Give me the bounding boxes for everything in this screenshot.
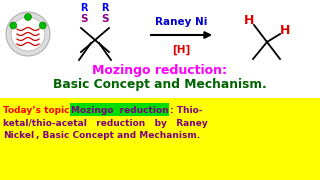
Text: Mozingo  reduction: Mozingo reduction: [71, 105, 168, 114]
Text: Nickel: Nickel: [3, 132, 34, 141]
Circle shape: [25, 14, 31, 21]
Text: S: S: [101, 14, 109, 24]
Circle shape: [11, 17, 45, 51]
Circle shape: [6, 12, 50, 56]
Text: Basic Concept and Mechanism.: Basic Concept and Mechanism.: [53, 78, 267, 91]
Circle shape: [39, 22, 46, 29]
Text: Today’s topic:: Today’s topic:: [3, 105, 79, 114]
Text: H: H: [244, 14, 254, 26]
Text: : Thio-: : Thio-: [170, 105, 203, 114]
Bar: [70, 103, 169, 116]
Text: Mozingo reduction:: Mozingo reduction:: [92, 64, 228, 76]
Text: R: R: [80, 3, 88, 13]
Bar: [0, 98, 320, 180]
Text: [H]: [H]: [172, 45, 191, 55]
Text: R: R: [101, 3, 109, 13]
Text: , Basic Concept and Mechanism.: , Basic Concept and Mechanism.: [36, 132, 200, 141]
Text: ketal/thio-acetal   reduction   by   Raney: ketal/thio-acetal reduction by Raney: [3, 118, 208, 127]
Circle shape: [10, 22, 17, 29]
Text: H: H: [280, 24, 290, 37]
Text: Raney Ni: Raney Ni: [155, 17, 208, 27]
Text: S: S: [80, 14, 88, 24]
